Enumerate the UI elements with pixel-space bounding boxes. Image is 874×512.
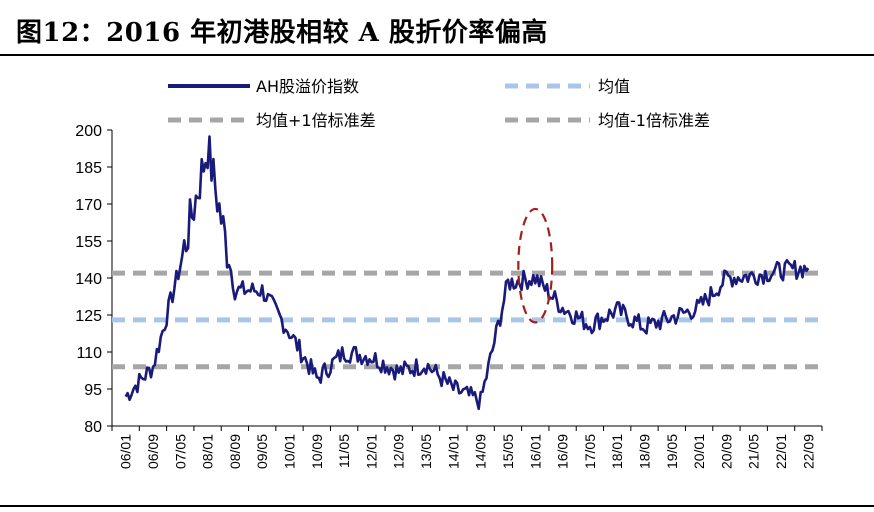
x-tick-label: 11/05: [336, 434, 352, 468]
series-layer: [112, 135, 822, 411]
y-tick-label: 110: [76, 345, 102, 362]
x-tick-label: 22/09: [800, 434, 816, 469]
x-tick-label: 12/09: [391, 434, 407, 469]
x-tick-label: 16/09: [555, 434, 571, 469]
highlight-ellipse: [517, 207, 554, 324]
x-tick-label: 20/01: [691, 434, 707, 469]
x-tick-label: 14/01: [445, 434, 461, 469]
x-tick-label: 06/09: [145, 434, 161, 469]
title-underline: [0, 54, 874, 56]
x-tick-label: 19/05: [664, 434, 680, 469]
x-tick-label: 06/01: [118, 434, 134, 469]
x-tick-label: 12/01: [363, 434, 379, 469]
x-tick-label: 22/01: [773, 434, 789, 469]
x-tick-label: 20/09: [718, 434, 734, 469]
y-tick-label: 200: [75, 123, 102, 140]
y-tick-label: 95: [84, 382, 102, 399]
x-tick-label: 13/05: [418, 434, 434, 469]
x-tick-label: 16/01: [527, 434, 543, 469]
x-tick-label: 08/01: [200, 434, 216, 469]
y-tick-label: 140: [75, 271, 102, 288]
legend-mean-label: 均值: [598, 77, 630, 96]
ah-premium-index-line: [124, 135, 810, 411]
y-tick-label: 155: [75, 234, 102, 251]
x-tick-label: 18/01: [609, 434, 625, 469]
x-tick-label: 07/05: [172, 434, 188, 469]
x-tick-label: 15/05: [500, 434, 516, 469]
legend-ah-index-label: AH股溢价指数: [256, 77, 359, 96]
x-tick-label: 08/09: [227, 434, 243, 469]
axes: 80 95 110 125 140 155 170 185 200 06/01 06/09 07/05…: [75, 123, 823, 469]
legend-mean-minus-1sd-label: 均值-1倍标准差: [598, 111, 710, 130]
x-tick-label: 10/09: [309, 434, 325, 469]
x-tick-label: 17/05: [582, 434, 598, 469]
bottom-rule: [0, 505, 874, 507]
x-tick-label: 21/05: [746, 434, 762, 469]
x-tick-label: 09/05: [254, 434, 270, 469]
y-tick-label: 125: [75, 308, 102, 325]
legend-mean-plus-1sd-label: 均值+1倍标准差: [256, 111, 376, 130]
y-tick-label: 170: [75, 197, 102, 214]
chart-title: 图12：2016 年初港股相较 A 股折价率偏高: [16, 18, 548, 48]
x-tick-label: 18/09: [637, 434, 653, 469]
y-tick-label: 185: [75, 160, 102, 177]
x-tick-label: 14/09: [473, 434, 489, 469]
x-tick-label: 10/01: [282, 434, 298, 469]
y-tick-label: 80: [84, 419, 102, 436]
